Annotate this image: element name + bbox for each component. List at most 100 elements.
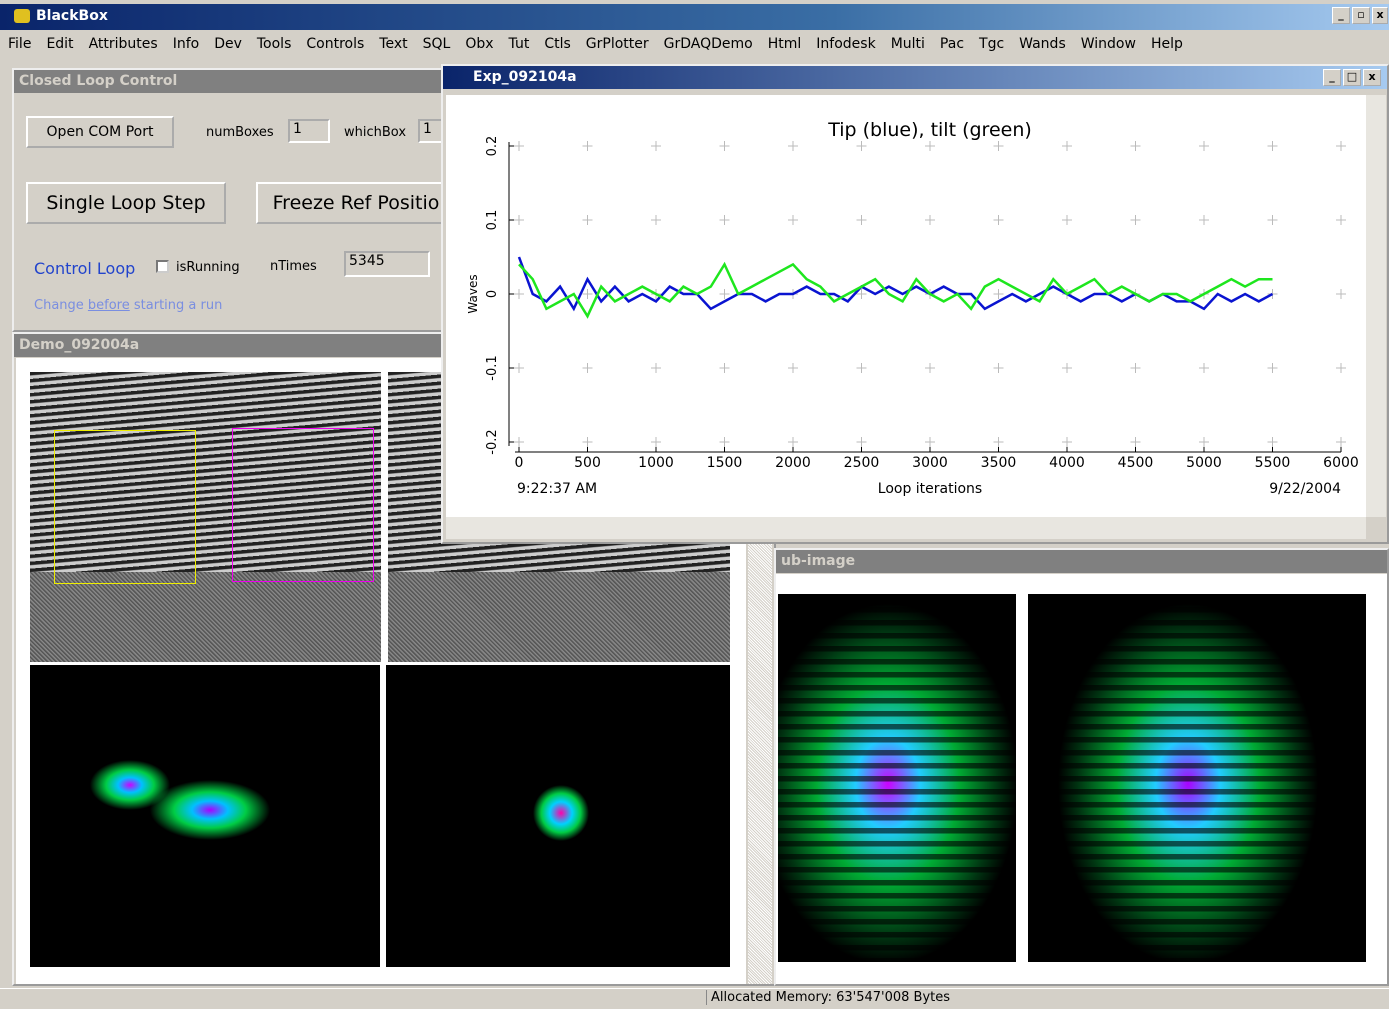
y-tick-label: 0.2 — [485, 136, 500, 157]
close-button[interactable]: x — [1372, 7, 1388, 24]
menu-item[interactable]: Multi — [891, 33, 925, 55]
grid-cross — [1268, 215, 1278, 225]
minimize-button[interactable]: _ — [1332, 7, 1350, 24]
single-loop-step-button[interactable]: Single Loop Step — [26, 182, 226, 224]
x-tick-label: 2000 — [775, 455, 811, 471]
grid-cross — [720, 437, 730, 447]
fringe-image — [30, 572, 381, 662]
y-axis-label: Waves — [466, 274, 480, 313]
x-tick-label: 4000 — [1049, 455, 1085, 471]
x-tick-label: 3000 — [912, 455, 948, 471]
menu-item[interactable]: Ctls — [544, 33, 570, 55]
grid-cross — [925, 437, 935, 447]
grid-cross — [1268, 363, 1278, 373]
freeze-ref-button[interactable]: Freeze Ref Positio — [256, 182, 456, 224]
grid-cross — [1268, 437, 1278, 447]
menu-item[interactable]: Obx — [465, 33, 493, 55]
y-tick-label: -0.2 — [485, 429, 500, 454]
fringe-image — [388, 572, 730, 662]
menu-item[interactable]: Edit — [46, 33, 73, 55]
close-button[interactable]: x — [1363, 69, 1381, 86]
data-line — [519, 257, 1273, 309]
text: starting a run — [130, 298, 223, 313]
menu-item[interactable]: Dev — [214, 33, 242, 55]
menu-item[interactable]: Info — [173, 33, 200, 55]
grid-cross — [651, 215, 661, 225]
menu-item[interactable]: Text — [379, 33, 407, 55]
grid-cross — [1131, 437, 1141, 447]
grid-cross — [925, 215, 935, 225]
menu-item[interactable]: Html — [768, 33, 802, 55]
chart-title: Tip (blue), tilt (green) — [827, 119, 1032, 141]
grid-cross — [1131, 363, 1141, 373]
grid-cross — [1199, 363, 1209, 373]
app-title: BlackBox — [36, 8, 108, 24]
window-title: Closed Loop Control — [14, 70, 444, 93]
text: Change — [34, 298, 88, 313]
menu-item[interactable]: Tut — [509, 33, 530, 55]
vertical-scrollbar[interactable] — [1366, 95, 1386, 517]
menu-item[interactable]: Tgc — [979, 33, 1004, 55]
grid-cross — [994, 289, 1004, 299]
grid-cross — [994, 215, 1004, 225]
roi-box — [232, 428, 374, 582]
restore-button[interactable]: ▫ — [1352, 7, 1370, 24]
menu-item[interactable]: File — [8, 33, 31, 55]
grid-cross — [1131, 215, 1141, 225]
grid-cross — [1336, 141, 1346, 151]
open-com-port-button[interactable]: Open COM Port — [26, 116, 174, 148]
grid-cross — [583, 215, 593, 225]
grid-cross — [1336, 289, 1346, 299]
annotation: 9/22/2004 — [1269, 481, 1341, 497]
n-times-input[interactable]: 5345 — [344, 251, 430, 277]
menu-item[interactable]: Infodesk — [816, 33, 875, 55]
grid-cross — [1336, 363, 1346, 373]
link[interactable]: Control Loop — [34, 259, 135, 278]
menu-item[interactable]: SQL — [423, 33, 451, 55]
grid-cross — [994, 141, 1004, 151]
menu-item[interactable]: Help — [1151, 33, 1183, 55]
grid-cross — [651, 363, 661, 373]
grid-cross — [994, 437, 1004, 447]
sub-image — [1028, 594, 1366, 962]
grid-cross — [788, 437, 798, 447]
menu-item[interactable]: Window — [1081, 33, 1136, 55]
x-tick-label: 1500 — [707, 455, 743, 471]
horizontal-scrollbar[interactable] — [446, 517, 1366, 539]
app-title-bar: BlackBox _ ▫ x — [0, 4, 1389, 30]
grid-cross — [514, 363, 524, 373]
grid-cross — [514, 289, 524, 299]
menu-item[interactable]: GrPlotter — [586, 33, 649, 55]
menu-item[interactable]: Pac — [940, 33, 964, 55]
grid-cross — [1199, 437, 1209, 447]
grid-cross — [1131, 141, 1141, 151]
menu-item[interactable]: Controls — [306, 33, 364, 55]
sub-image-window: ub-image — [774, 548, 1389, 986]
maximize-button[interactable]: □ — [1343, 69, 1361, 86]
image-area — [776, 574, 1387, 984]
y-tick-label: 0 — [485, 290, 500, 298]
status-bar: Allocated Memory: 63'547'008 Bytes — [0, 988, 1389, 1009]
desktop: BlackBox _ ▫ x File Edit Attributes Info Dev… — [0, 0, 1389, 1008]
grid-cross — [583, 437, 593, 447]
grid-cross — [583, 141, 593, 151]
grid-cross — [788, 141, 798, 151]
menu-item[interactable]: GrDAQDemo — [664, 33, 753, 55]
grid-cross — [1336, 437, 1346, 447]
menu-item[interactable]: Wands — [1019, 33, 1066, 55]
grid-cross — [1062, 215, 1072, 225]
grid-cross — [788, 215, 798, 225]
menu-item[interactable]: Attributes — [89, 33, 158, 55]
status-text: Allocated Memory: 63'547'008 Bytes — [706, 990, 950, 1005]
menu-item[interactable]: Tools — [257, 33, 292, 55]
y-tick-label: 0.1 — [485, 210, 500, 231]
minimize-button[interactable]: _ — [1323, 69, 1341, 86]
num-boxes-input[interactable]: 1 — [288, 119, 330, 143]
grid-cross — [788, 363, 798, 373]
x-tick-label: 5000 — [1186, 455, 1222, 471]
grid-cross — [514, 141, 524, 151]
grid-cross — [651, 141, 661, 151]
checkbox[interactable] — [156, 260, 169, 273]
spot-image — [386, 665, 730, 967]
